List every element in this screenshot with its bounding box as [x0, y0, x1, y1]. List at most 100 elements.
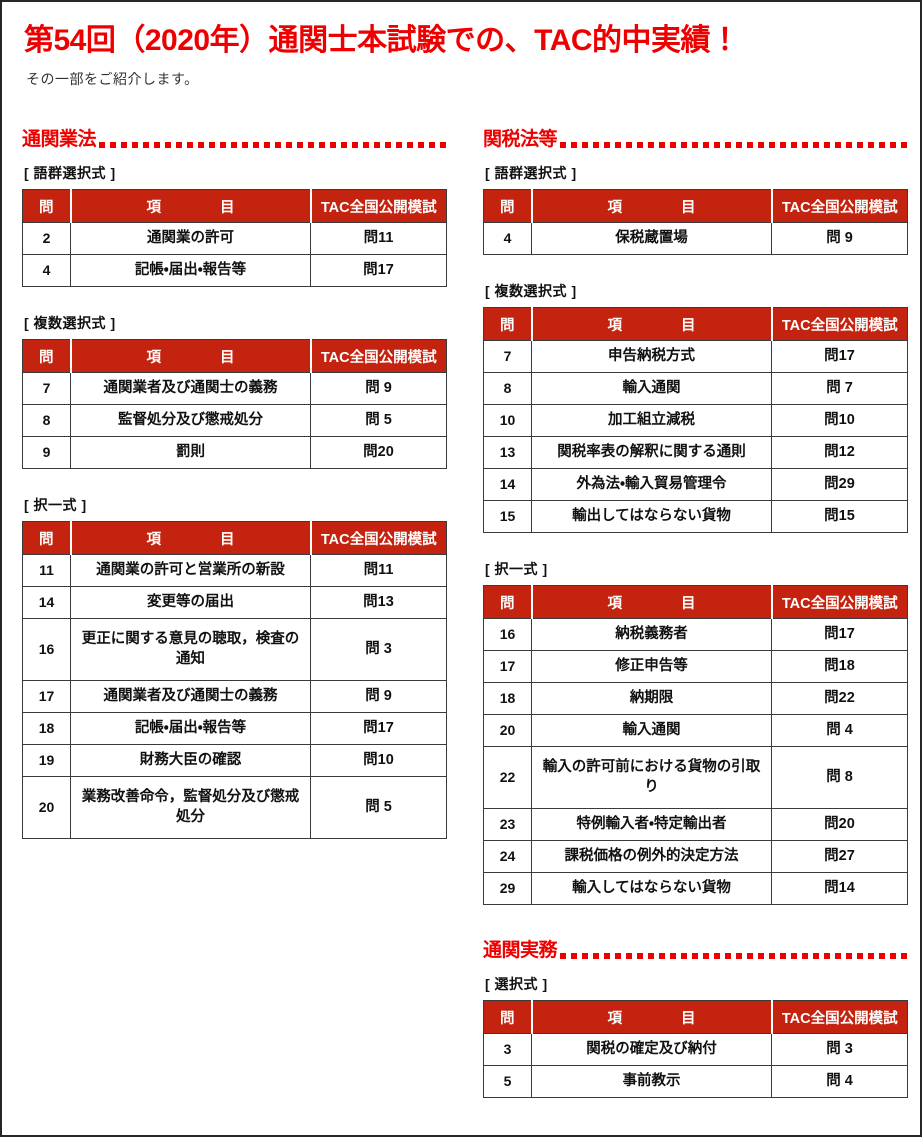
cell-item: 関税率表の解釈に関する通則 [531, 436, 772, 469]
table-row: 8 監督処分及び懲戒処分問 5 [22, 404, 447, 437]
cell-question-no: 14 [22, 586, 71, 619]
table-row: 9 罰則 問20 [22, 436, 447, 469]
results-table: 問項 目 TAC全国公開模試 11 通関業の許可と営業所の新設 問11 14 変更等の届出問… [22, 521, 447, 839]
cell-question-no: 17 [483, 650, 532, 683]
column-header-question-no: 問 [483, 189, 533, 223]
cell-tac-mock: 問 4 [771, 714, 908, 747]
cell-question-no: 8 [483, 372, 532, 405]
table-block: [ 語群選択式 ] 問項 目 TAC全国公開模試 4 保税蔵置場問 9 [483, 163, 909, 255]
table-block: [ 択一式 ] 問項 目 TAC全国公開模試 11 通関業の許可と営業所の新設 問11 14… [22, 495, 448, 839]
table-header-row: 問 項 目 TAC全国公開模試 [483, 1000, 908, 1034]
cell-question-no: 13 [483, 436, 532, 469]
table-block: [ 複数選択式 ] 問項 目 TAC全国公開模試 7 申告納税方式 問17 8 輸入通関問 7… [483, 281, 909, 533]
page-subtitle: その一部をご紹介します。 [26, 71, 199, 87]
question-type-label: [ 複数選択式 ] [24, 315, 116, 331]
cell-question-no: 19 [22, 744, 71, 777]
column-header-tac-mock: TAC全国公開模試 [310, 339, 447, 373]
cell-question-no: 15 [483, 500, 532, 533]
table-row: 2 通関業の許可 問11 [22, 222, 447, 255]
cell-tac-mock: 問 9 [771, 222, 908, 255]
cell-tac-mock: 問13 [310, 586, 447, 619]
cell-tac-mock: 問10 [310, 744, 447, 777]
column-header-tac-mock: TAC全国公開模試 [310, 521, 447, 555]
cell-item: 関税の確定及び納付 [531, 1033, 772, 1066]
results-table: 問項 目 TAC全国公開模試 4 保税蔵置場問 9 [483, 189, 908, 255]
cell-item: 納税義務者 [531, 618, 772, 651]
results-table: 問項 目 TAC全国公開模試 16 納税義務者 問17 17 修正申告等 問18 18 納期限 問2… [483, 585, 908, 905]
cell-tac-mock: 問17 [771, 618, 908, 651]
cell-question-no: 7 [483, 340, 532, 373]
cell-question-no: 14 [483, 468, 532, 501]
table-row: 13 関税率表の解釈に関する通則 問12 [483, 436, 908, 469]
column-header-item-label: 項 目 [146, 199, 245, 216]
table-block: [ 語群選択式 ] 問項 目 TAC全国公開模試 2 通関業の許可 問11 4 記帳・届出・報… [22, 163, 448, 287]
column-header-question-no: 問 [483, 307, 533, 341]
column-header-item-label: 項 目 [607, 1010, 706, 1027]
table-header-row: 問 項 目 TAC全国公開模試 [22, 189, 447, 223]
table-row: 7 通関業者及び通関士の義務問 9 [22, 372, 447, 405]
table-row: 15 輸出してはならない貨物 問15 [483, 500, 908, 533]
section-heading-tsukanjitsumu: 通関実務 [483, 935, 907, 962]
table-row: 23 特例輸入者・特定輸出者 問20 [483, 808, 908, 841]
question-type-label: [ 択一式 ] [485, 561, 548, 577]
cell-item: 輸入通関 [531, 372, 772, 405]
cell-question-no: 5 [483, 1065, 532, 1098]
cell-question-no: 4 [22, 254, 71, 287]
cell-question-no: 11 [22, 554, 71, 587]
column-header-item: 項 目 [531, 1000, 773, 1034]
cell-tac-mock: 問29 [771, 468, 908, 501]
cell-question-no: 7 [22, 372, 71, 405]
cell-tac-mock: 問12 [771, 436, 908, 469]
column-right: 関税法等[ 語群選択式 ] 問項 目 TAC全国公開模試 4 保税蔵置場問 9[ 複数選… [483, 124, 909, 1098]
cell-tac-mock: 問 5 [310, 404, 447, 437]
cell-tac-mock: 問 9 [310, 680, 447, 713]
cell-item: 加工組立減税 [531, 404, 772, 437]
cell-question-no: 16 [483, 618, 532, 651]
table-row: 10 加工組立減税 問10 [483, 404, 908, 437]
cell-tac-mock: 問20 [310, 436, 447, 469]
table-row: 14 変更等の届出 問13 [22, 586, 447, 619]
section-heading-label: 通関実務 [483, 940, 558, 961]
section-heading-kanzeiho: 関税法等 [483, 124, 907, 151]
column-header-item: 項 目 [531, 307, 773, 341]
cell-item: 罰則 [70, 436, 311, 469]
cell-tac-mock: 問27 [771, 840, 908, 873]
cell-item: 事前教示 [531, 1065, 772, 1098]
cell-question-no: 2 [22, 222, 71, 255]
cell-question-no: 3 [483, 1033, 532, 1066]
cell-tac-mock: 問17 [310, 254, 447, 287]
cell-tac-mock: 問17 [310, 712, 447, 745]
column-header-tac-mock: TAC全国公開模試 [310, 189, 447, 223]
table-row: 4 記帳・届出・報告等 問17 [22, 254, 447, 287]
column-header-question-no: 問 [483, 585, 533, 619]
table-row: 7 申告納税方式 問17 [483, 340, 908, 373]
section-heading-label: 通関業法 [22, 129, 97, 150]
column-header-question-no: 問 [22, 339, 72, 373]
cell-item: 通関業者及び通関士の義務 [70, 372, 311, 405]
cell-tac-mock: 問 8 [771, 746, 908, 809]
column-header-item-label: 項 目 [146, 531, 245, 548]
column-header-item-label: 項 目 [607, 317, 706, 334]
cell-tac-mock: 問20 [771, 808, 908, 841]
cell-item: 監督処分及び懲戒処分 [70, 404, 311, 437]
dotted-leader [560, 944, 907, 962]
cell-item: 通関業の許可と営業所の新設 [70, 554, 311, 587]
cell-item: 外為法・輸入貿易管理令 [531, 468, 772, 501]
table-block: [ 選択式 ] 問項 目 TAC全国公開模試 3 関税の確定及び納付問 3 5 事前教示問 … [483, 974, 909, 1098]
column-header-item: 項 目 [70, 189, 312, 223]
results-table: 問項 目 TAC全国公開模試 2 通関業の許可 問11 4 記帳・届出・報告等 問17 [22, 189, 447, 287]
cell-question-no: 23 [483, 808, 532, 841]
cell-tac-mock: 問17 [771, 340, 908, 373]
question-type-label: [ 語群選択式 ] [485, 165, 577, 181]
table-row: 8 輸入通関問 7 [483, 372, 908, 405]
cell-tac-mock: 問18 [771, 650, 908, 683]
cell-item: 修正申告等 [531, 650, 772, 683]
cell-question-no: 18 [483, 682, 532, 715]
title-block: 第54回（2020年）通関士本試験での、TAC的中実績！ その一部をご紹介します… [24, 24, 904, 89]
results-table: 問 項 目 TAC全国公開模試 7 申告納税方式 問17 8 輸入通関問 7 10 加工組立減税問… [483, 307, 908, 533]
column-header-tac-mock: TAC全国公開模試 [771, 307, 908, 341]
cell-question-no: 24 [483, 840, 532, 873]
cell-item: 財務大臣の確認 [70, 744, 311, 777]
table-block: [ 択一式 ] 問項 目 TAC全国公開模試 16 納税義務者 問17 17 修正申告等 問18… [483, 559, 909, 905]
